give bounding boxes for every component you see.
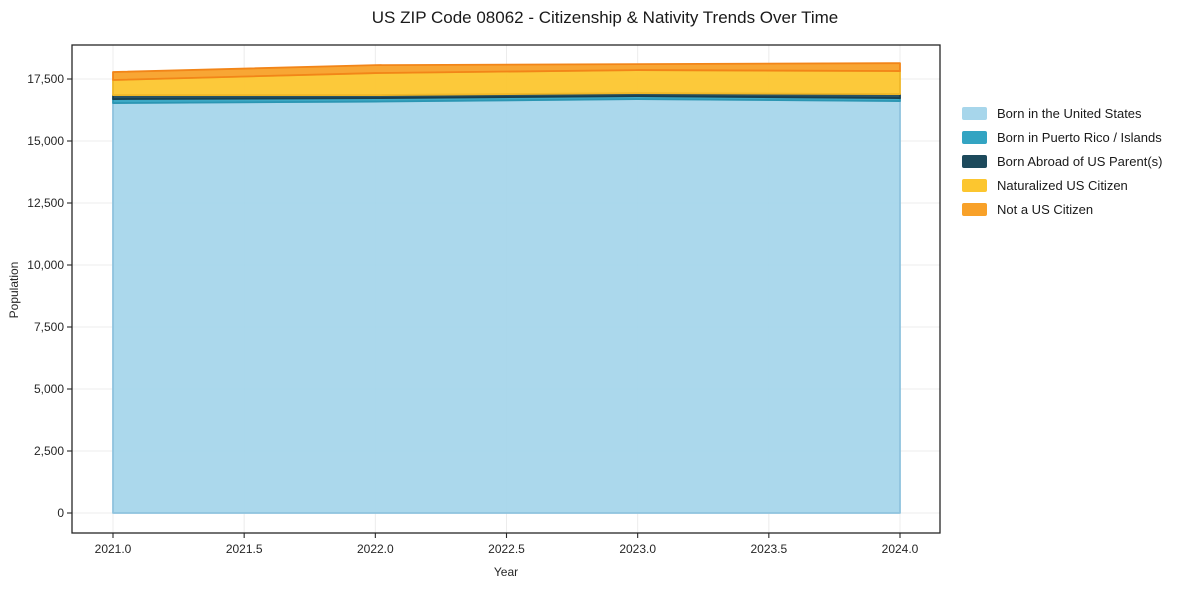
x-tick-label: 2022.5 [488,542,525,556]
x-tick-label: 2022.0 [357,542,394,556]
legend-label: Born Abroad of US Parent(s) [997,153,1163,169]
legend-item: Not a US Citizen [962,197,1162,221]
area-series [112,98,901,514]
legend-swatch [962,106,987,120]
y-tick-label: 5,000 [34,382,64,396]
legend: Born in the United States Born in Puerto … [962,101,1162,221]
legend-swatch [962,178,987,192]
x-tick-label: 2023.0 [619,542,656,556]
area-series [112,62,901,81]
y-tick-label: 2,500 [34,444,64,458]
legend-label: Not a US Citizen [997,201,1094,217]
legend-item: Born in the United States [962,101,1162,125]
legend-label: Naturalized US Citizen [997,177,1128,193]
legend-label: Born in Puerto Rico / Islands [997,129,1162,145]
legend-item: Born in Puerto Rico / Islands [962,125,1162,149]
legend-swatch [962,154,987,168]
x-axis-label: Year [493,565,519,579]
y-tick-label: 0 [57,506,64,520]
x-tick-label: 2021.5 [226,542,263,556]
legend-label: Born in the United States [997,105,1142,121]
y-tick-label: 15,000 [27,134,64,148]
legend-swatch [962,202,987,216]
y-tick-label: 17,500 [27,72,64,86]
y-tick-label: 12,500 [27,196,64,210]
y-axis-label: Population [7,261,21,319]
legend-swatch [962,130,987,144]
legend-item: Born Abroad of US Parent(s) [962,149,1162,173]
x-tick-label: 2023.5 [750,542,787,556]
legend-item: Naturalized US Citizen [962,173,1162,197]
x-tick-label: 2024.0 [882,542,919,556]
chart-title: US ZIP Code 08062 - Citizenship & Nativi… [371,8,839,27]
y-tick-label: 10,000 [27,258,64,272]
x-tick-label: 2021.0 [95,542,132,556]
y-tick-label: 7,500 [34,320,64,334]
